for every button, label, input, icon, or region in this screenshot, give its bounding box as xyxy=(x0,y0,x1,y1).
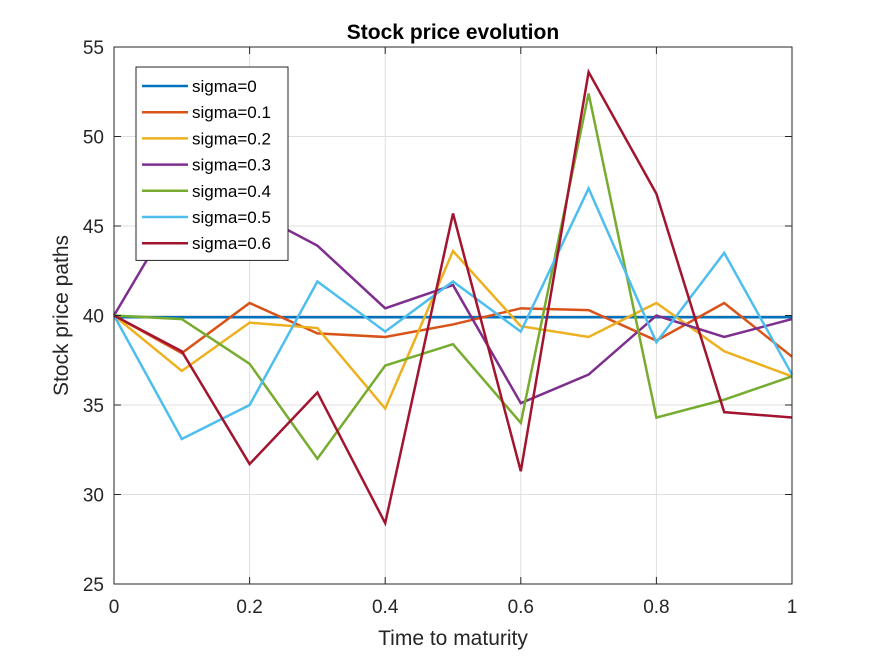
legend-label: sigma=0.3 xyxy=(192,156,271,175)
chart-title: Stock price evolution xyxy=(347,21,559,44)
x-axis-title: Time to maturity xyxy=(378,627,528,650)
y-tick-label: 45 xyxy=(83,217,104,238)
x-tick-label: 0 xyxy=(109,597,120,618)
y-tick-label: 25 xyxy=(83,575,104,596)
y-tick-label: 35 xyxy=(83,396,104,417)
x-tick-label: 0.8 xyxy=(643,597,669,618)
legend: sigma=0 sigma=0.1 sigma=0.2 sigma=0.3 sigma=… xyxy=(135,66,289,261)
y-tick-label: 30 xyxy=(83,486,104,507)
legend-label: sigma=0.5 xyxy=(192,208,271,227)
y-tick-label: 55 xyxy=(83,38,104,59)
y-axis-title: Stock price paths xyxy=(50,235,73,396)
axis-ticks: 0 0.2 0.4 0.6 0.8 1 25 30 35 40 45 50 55 xyxy=(83,38,797,618)
series-line-sigma-0-4 xyxy=(113,93,793,461)
legend-label: sigma=0 xyxy=(192,77,257,96)
series-line-sigma-0-5 xyxy=(112,185,794,441)
y-tick-label: 50 xyxy=(83,128,104,149)
series-line-sigma-0-6 xyxy=(113,68,793,527)
y-tick-label: 40 xyxy=(83,307,104,328)
series-lines xyxy=(112,68,794,527)
legend-label: sigma=0.6 xyxy=(192,234,271,253)
series-line-sigma-0-1 xyxy=(113,301,793,358)
legend-label: sigma=0.1 xyxy=(192,103,271,122)
x-tick-label: 0.2 xyxy=(236,597,262,618)
series-line-sigma-0-2 xyxy=(113,248,793,411)
x-tick-label: 1 xyxy=(787,597,798,618)
legend-label: sigma=0.2 xyxy=(192,129,271,148)
x-tick-label: 0.4 xyxy=(372,597,399,618)
x-tick-label: 0.6 xyxy=(508,597,534,618)
legend-label: sigma=0.4 xyxy=(192,182,271,201)
